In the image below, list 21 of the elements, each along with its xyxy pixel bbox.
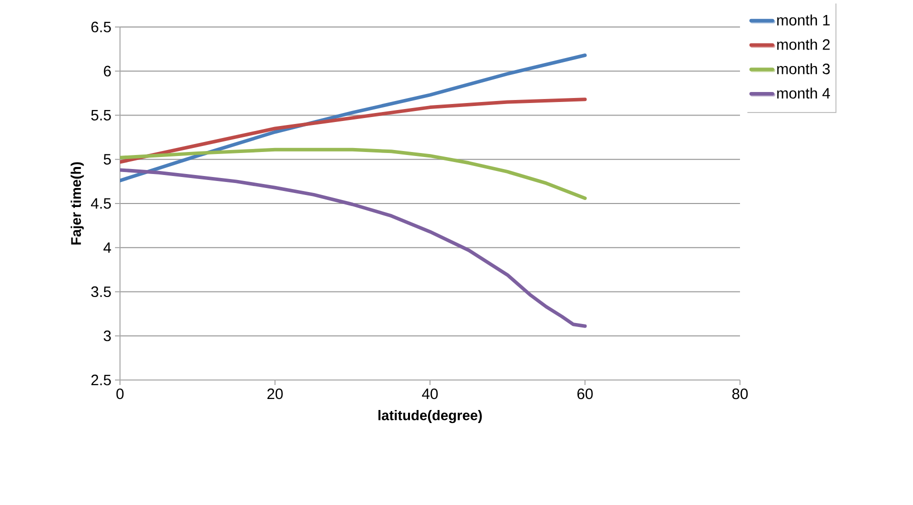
y-tick-label: 2.5 bbox=[91, 374, 111, 386]
x-tick-label: 20 bbox=[267, 388, 283, 400]
x-tick-label: 0 bbox=[116, 388, 124, 400]
x-tick-label: 40 bbox=[422, 388, 438, 400]
y-tick-label: 6 bbox=[104, 66, 111, 76]
legend-label: month 4 bbox=[777, 88, 830, 99]
x-axis-title: latitude(degree) bbox=[378, 410, 482, 424]
x-tick-label: 80 bbox=[732, 388, 748, 400]
legend-label: month 3 bbox=[777, 63, 830, 74]
y-tick-label: 3.5 bbox=[91, 286, 111, 298]
legend-label: month 2 bbox=[777, 38, 830, 50]
legend-label: month 1 bbox=[777, 14, 830, 26]
line-series bbox=[120, 168, 587, 328]
y-tick-label: 4.5 bbox=[90, 198, 111, 209]
y-tick-label: 6.5 bbox=[91, 22, 111, 32]
y-tick-label: 5 bbox=[104, 154, 111, 165]
x-tick-label: 60 bbox=[577, 388, 593, 400]
y-axis-title: Fajer time(h) bbox=[70, 162, 84, 245]
y-tick-label: 5.5 bbox=[91, 110, 111, 120]
y-tick-label: 4 bbox=[103, 242, 112, 253]
y-tick-label: 3 bbox=[104, 330, 111, 342]
